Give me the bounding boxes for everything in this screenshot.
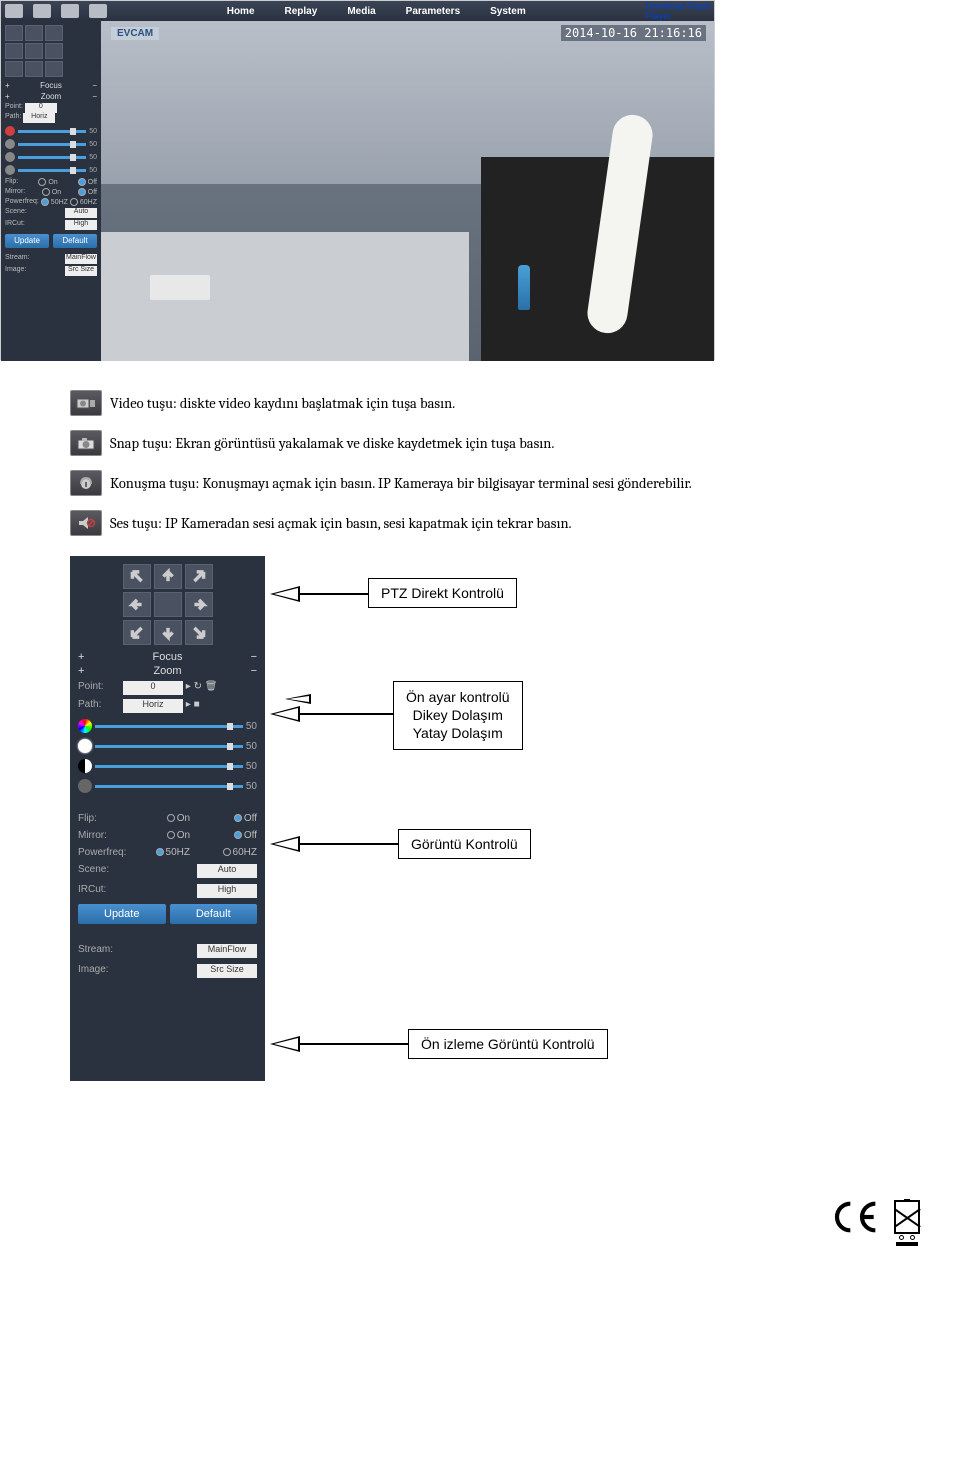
ptz-grid[interactable]	[123, 564, 213, 645]
stream-row[interactable]: Stream:MainFlow	[78, 944, 257, 958]
camera-sidebar: +Focus− +Zoom− Point: 0 Path: Horiz 50 5…	[1, 21, 101, 361]
ptz-left[interactable]	[123, 592, 151, 617]
instruction-snap-text: Snap tuşu: Ekran görüntüsü yakalamak ve …	[110, 430, 554, 454]
ptz-up[interactable]	[154, 564, 182, 589]
camera-timestamp: 2014-10-16 21:16:16	[561, 25, 706, 41]
instruction-video-text: Video tuşu: diskte video kaydını başlatm…	[110, 390, 455, 414]
arrow-preset-1	[270, 706, 300, 722]
talk-button-icon	[70, 470, 102, 496]
camera-topbar: Home Replay Media Parameters System Down…	[1, 1, 714, 21]
ptz-right[interactable]	[185, 592, 213, 617]
instruction-sound: Ses tuşu: IP Kameradan sesi açmak için b…	[70, 510, 890, 536]
video-button-icon	[70, 390, 102, 416]
dl-line2: Player	[645, 11, 710, 21]
path-row[interactable]: Path:Horiz ▸ ■	[78, 699, 257, 713]
label-preview: Ön izleme Görüntü Kontrolü	[408, 1029, 608, 1059]
arrow-preset-2	[285, 694, 311, 704]
instruction-talk-text: Konuşma tuşu: Konuşmayı açmak için basın…	[110, 470, 692, 494]
control-panel: +Focus− +Zoom− Point:0 ▸ ↻ 🗑 Path:Horiz …	[70, 556, 265, 1081]
camera-ui-screenshot: Home Replay Media Parameters System Down…	[0, 0, 715, 360]
ce-mark-icon	[832, 1198, 882, 1236]
dl-line1: Download Flash	[645, 1, 710, 11]
flip-row[interactable]: Flip:OnOff	[78, 813, 257, 824]
menu-system[interactable]: System	[490, 6, 526, 17]
label-ptz: PTZ Direkt Kontrolü	[368, 578, 517, 608]
menu-media[interactable]: Media	[347, 6, 375, 17]
ptz-down-right[interactable]	[185, 620, 213, 645]
default-button[interactable]: Default	[170, 904, 258, 924]
sound-button-icon	[70, 510, 102, 536]
label-image-control: Görüntü Kontrolü	[398, 829, 531, 859]
ptz-down[interactable]	[154, 620, 182, 645]
ptz-up-left[interactable]	[123, 564, 151, 589]
ptz-mini[interactable]	[5, 25, 97, 77]
snap-button-icon	[70, 430, 102, 456]
contrast-slider[interactable]: 50	[78, 759, 257, 773]
zoom-row[interactable]: +Zoom−	[78, 665, 257, 677]
ircut-row[interactable]: IRCut:High	[78, 884, 257, 898]
ce-weee-marks	[832, 1198, 920, 1236]
instruction-talk: Konuşma tuşu: Konuşmayı açmak için basın…	[70, 470, 890, 496]
update-button[interactable]: Update	[78, 904, 166, 924]
brightness-slider[interactable]: 50	[78, 739, 257, 753]
powerfreq-row[interactable]: Powerfreq:50HZ60HZ	[78, 847, 257, 858]
menu-parameters[interactable]: Parameters	[406, 6, 460, 17]
ptz-center[interactable]	[154, 592, 182, 617]
snapshot-icon[interactable]	[33, 4, 51, 18]
arrow-ptz	[270, 586, 300, 602]
exposure-slider[interactable]: 50	[78, 779, 257, 793]
control-panel-diagram: +Focus− +Zoom− Point:0 ▸ ↻ 🗑 Path:Horiz …	[70, 556, 770, 1086]
focus-row[interactable]: +Focus−	[78, 651, 257, 663]
download-flash-link[interactable]: Download Flash Player	[645, 1, 710, 21]
camera-body: +Focus− +Zoom− Point: 0 Path: Horiz 50 5…	[1, 21, 714, 361]
video-feed: EVCAM 2014-10-16 21:16:16	[101, 21, 714, 361]
record-icon[interactable]	[5, 4, 23, 18]
arrow-image	[270, 836, 300, 852]
menu-replay[interactable]: Replay	[285, 6, 318, 17]
scene-row[interactable]: Scene:Auto	[78, 864, 257, 878]
menu-home[interactable]: Home	[227, 6, 255, 17]
ptz-up-right[interactable]	[185, 564, 213, 589]
label-preset: Ön ayar kontrolü Dikey Dolaşım Yatay Dol…	[393, 681, 523, 750]
point-row[interactable]: Point:0 ▸ ↻ 🗑	[78, 681, 257, 695]
color-slider[interactable]: 50	[78, 719, 257, 733]
camera-logo: EVCAM	[111, 27, 159, 40]
instruction-video: Video tuşu: diskte video kaydını başlatm…	[70, 390, 890, 416]
ptz-down-left[interactable]	[123, 620, 151, 645]
image-row[interactable]: Image:Src Size	[78, 964, 257, 978]
main-menu: Home Replay Media Parameters System	[117, 6, 635, 17]
talk-icon[interactable]	[61, 4, 79, 18]
weee-icon	[894, 1200, 920, 1234]
mirror-row[interactable]: Mirror:OnOff	[78, 830, 257, 841]
instruction-snap: Snap tuşu: Ekran görüntüsü yakalamak ve …	[70, 430, 890, 456]
sound-icon[interactable]	[89, 4, 107, 18]
arrow-preview	[270, 1036, 300, 1052]
instruction-sound-text: Ses tuşu: IP Kameradan sesi açmak için b…	[110, 510, 572, 534]
